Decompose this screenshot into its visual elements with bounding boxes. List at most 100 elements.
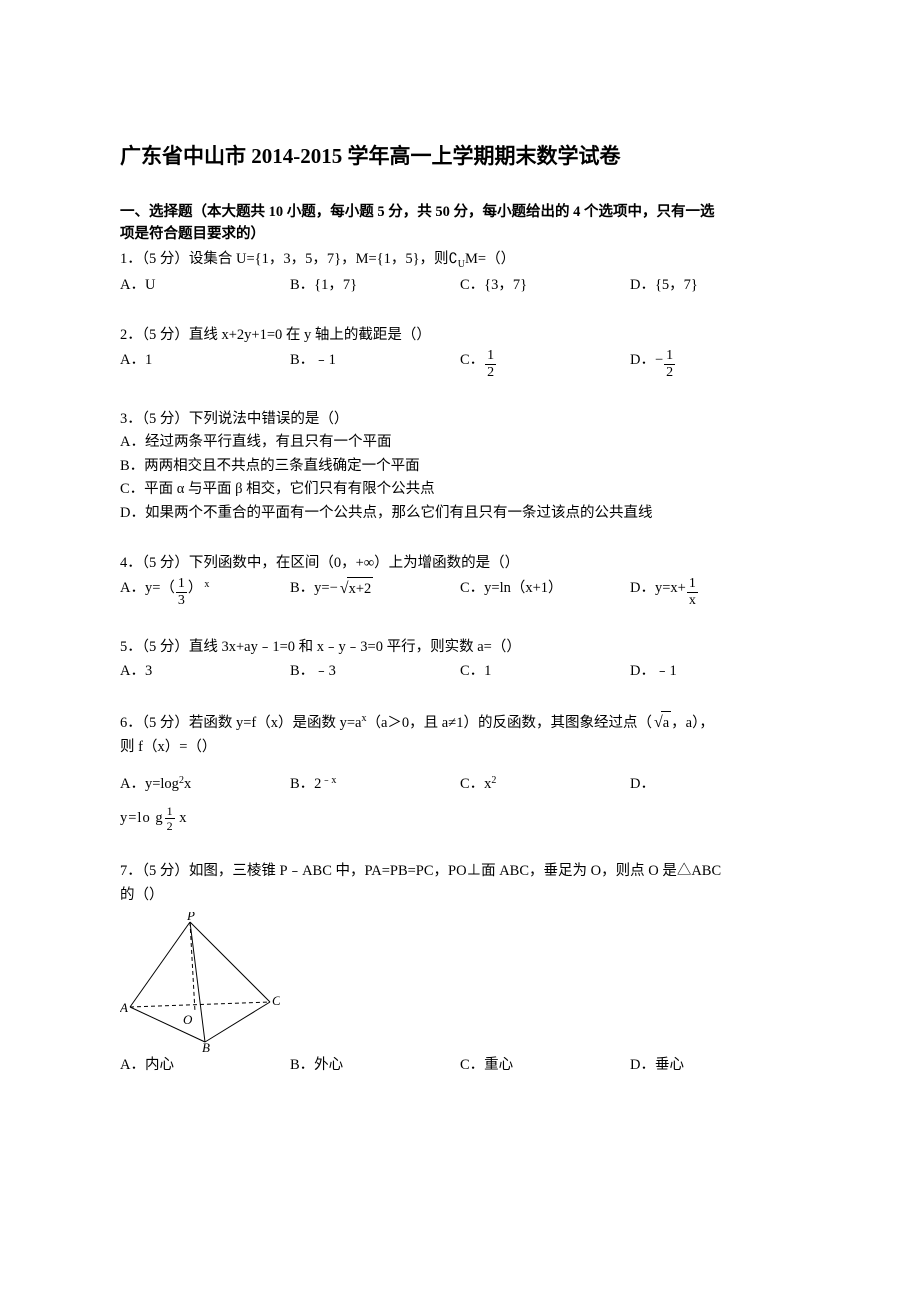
q4-options: A．y=（ 1 3 ） x B．y=− √x+2 C．y=ln（x+1） D．y… [120,577,800,608]
q2-d-den: 2 [664,365,675,380]
q7-opt-d: D．垂心 [630,1054,800,1076]
q6-below-num: 1 [165,805,175,819]
q1-stem-sub: U [458,258,465,269]
q2-opt-a: A．1 [120,349,290,380]
q2-d-num: 1 [664,349,675,365]
label-p: P [186,912,195,923]
q1-stem: 1．（5 分）设集合 U={1，3，5，7}，M={1，5}，则∁UM=（） [120,248,800,272]
q4-d-frac: 1 x [687,577,698,608]
q1-opt-b: B．{1，7} [290,274,460,296]
q5-opt-c: C．1 [460,660,630,682]
q6-opt-a: A．y=log2x [120,773,290,795]
question-1: 1．（5 分）设集合 U={1，3，5，7}，M={1，5}，则∁UM=（） A… [120,248,800,297]
q6-l1-post: ，a）， [671,714,714,730]
q4-stem: 4．（5 分）下列函数中，在区间（0，+∞）上为增函数的是（） [120,552,800,574]
q6-stem-l1: 6．（5 分）若函数 y=f（x）是函数 y=ax（a＞0，且 a≠1）的反函数… [120,711,800,736]
question-5: 5．（5 分）直线 3x+ay﹣1=0 和 x﹣y﹣3=0 平行，则实数 a=（… [120,636,800,683]
q6-b-pre: B．2 [290,773,321,795]
q4-b-rad: x+2 [347,577,374,600]
q2-options: A．1 B．﹣1 C． 1 2 D．− 1 2 [120,349,800,380]
q4-d-den: x [687,593,698,608]
q5-opt-b: B．﹣3 [290,660,460,682]
q2-d-frac: 1 2 [664,349,675,380]
q4-opt-c: C．y=ln（x+1） [460,577,630,608]
q5-stem: 5．（5 分）直线 3x+ay﹣1=0 和 x﹣y﹣3=0 平行，则实数 a=（… [120,636,800,658]
section-1-header: 一、选择题（本大题共 10 小题，每小题 5 分，共 50 分，每小题给出的 4… [120,202,800,246]
q2-c-den: 2 [485,365,496,380]
question-2: 2．（5 分）直线 x+2y+1=0 在 y 轴上的截距是（） A．1 B．﹣1… [120,324,800,379]
label-c: C [272,993,280,1008]
q6-stem-l2: 则 f（x）=（） [120,736,800,758]
q6-l1-rad: a [661,711,671,734]
q1-options: A．U B．{1，7} C．{3，7} D．{5，7} [120,274,800,296]
q6-options: A．y=log2x B．2﹣x C．x2 D． [120,773,800,795]
q3-stem: 3．（5 分）下列说法中错误的是（） [120,408,800,430]
q7-options: A．内心 B．外心 C．重心 D．垂心 [120,1054,800,1076]
q6-l1-mid: （a＞0，且 a≠1）的反函数，其图象经过点（ [367,714,652,730]
q2-opt-b: B．﹣1 [290,349,460,380]
q6-opt-d: D． [630,773,800,795]
tetrahedron-icon: P A B C O [120,912,280,1052]
q6-l1-pre: 6．（5 分）若函数 y=f（x）是函数 y=a [120,714,362,730]
q6-below-post: x [176,810,187,826]
q3-opt-a: A．经过两条平行直线，有且只有一个平面 [120,431,800,453]
q4-a-frac: 1 3 [176,577,187,608]
q2-c-num: 1 [485,349,496,365]
q6-below-pre: y=lo g [120,810,164,826]
q6-opt-d-expr: y=lo g12 x [120,805,800,832]
q4-d-num: 1 [687,577,698,593]
q2-c-pre: C． [460,349,484,371]
label-b: B [202,1040,210,1052]
q1-stem-text: 1．（5 分）设集合 U={1，3，5，7}，M={1，5}，则∁ [120,251,458,267]
q7-stem-l1: 7．（5 分）如图，三棱锥 P﹣ABC 中，PA=PB=PC，PO⊥面 ABC，… [120,860,800,882]
q3-opt-b: B．两两相交且不共点的三条直线确定一个平面 [120,455,800,477]
q7-stem-l2: 的（） [120,884,800,906]
q4-a-exp: x [204,577,209,593]
q4-b-sqrt: √x+2 [338,577,373,602]
q6-opt-c: C．x2 [460,773,630,795]
section-header-line1: 一、选择题（本大题共 10 小题，每小题 5 分，共 50 分，每小题给出的 4… [120,204,715,220]
q3-opt-c: C．平面 α 与平面 β 相交，它们只有有限个公共点 [120,478,800,500]
question-3: 3．（5 分）下列说法中错误的是（） A．经过两条平行直线，有且只有一个平面 B… [120,408,800,524]
q4-a-pre: A．y=（ [120,577,175,599]
q4-a-den: 3 [176,593,187,608]
question-7: 7．（5 分）如图，三棱锥 P﹣ABC 中，PA=PB=PC，PO⊥面 ABC，… [120,860,800,1076]
q6-c-exp: 2 [491,773,496,789]
q6-a-post: x [184,773,191,795]
q6-l1-sqrt: √a [652,711,671,736]
q1-opt-d: D．{5，7} [630,274,800,296]
q6-below-den: 2 [165,819,175,832]
q2-stem: 2．（5 分）直线 x+2y+1=0 在 y 轴上的截距是（） [120,324,800,346]
exam-page: 广东省中山市 2014-2015 学年高一上学期期末数学试卷 一、选择题（本大题… [0,0,920,1302]
q4-a-num: 1 [176,577,187,593]
q3-opt-d: D．如果两个不重合的平面有一个公共点，那么它们有且只有一条过该点的公共直线 [120,502,800,524]
q4-opt-b: B．y=− √x+2 [290,577,460,608]
page-title: 广东省中山市 2014-2015 学年高一上学期期末数学试卷 [120,140,800,170]
q1-opt-c: C．{3，7} [460,274,630,296]
q7-figure: P A B C O [120,912,800,1052]
q7-opt-a: A．内心 [120,1054,290,1076]
question-4: 4．（5 分）下列函数中，在区间（0，+∞）上为增函数的是（） A．y=（ 1 … [120,552,800,607]
q2-c-frac: 1 2 [485,349,496,380]
q7-opt-c: C．重心 [460,1054,630,1076]
q2-opt-c: C． 1 2 [460,349,630,380]
section-header-line2: 项是符合题目要求的） [120,226,265,242]
label-a: A [120,1000,128,1015]
q4-opt-a: A．y=（ 1 3 ） x [120,577,290,608]
q6-a-pre: A．y=log [120,773,179,795]
q5-opt-d: D．﹣1 [630,660,800,682]
q4-d-pre: D．y=x+ [630,577,686,599]
q2-opt-d: D．− 1 2 [630,349,800,380]
q2-d-pre: D．− [630,349,663,371]
q6-opt-b: B．2﹣x [290,773,460,795]
q5-opt-a: A．3 [120,660,290,682]
q4-opt-d: D．y=x+ 1 x [630,577,800,608]
q1-opt-a: A．U [120,274,290,296]
q4-a-post: ） [188,577,203,599]
q4-b-pre: B．y=− [290,577,338,599]
q1-stem-tail: M=（） [465,251,515,267]
question-6: 6．（5 分）若函数 y=f（x）是函数 y=a x （a＞0，且 a≠1）的反函数… [120,711,800,833]
q6-b-exp: ﹣x [321,773,336,789]
q7-opt-b: B．外心 [290,1054,460,1076]
label-o: O [183,1012,193,1027]
